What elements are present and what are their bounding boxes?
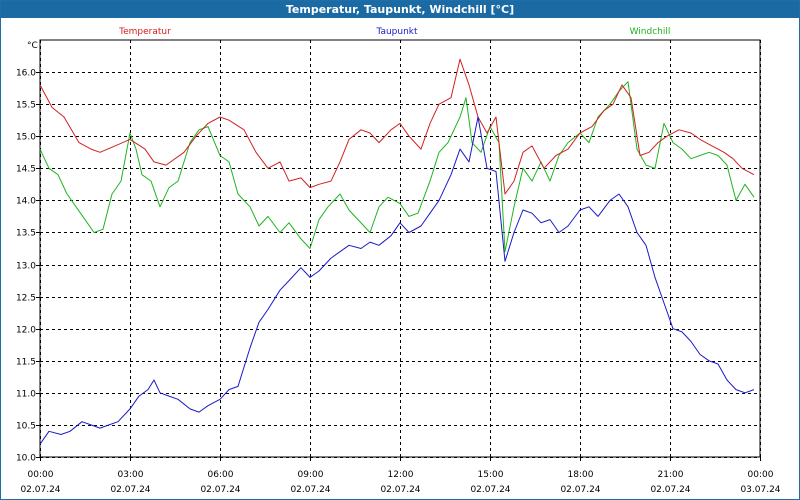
axis-labels: 10.0 10.5 11.0 11.5 12.0 12.5 13.0 13.5 14.0 14.5… <box>16 41 781 495</box>
y-tick-label: 12.5 <box>16 294 36 304</box>
y-tick-label: 12.0 <box>16 326 36 336</box>
legend: Temperatur Taupunkt Windchill <box>118 27 670 37</box>
grid-lines <box>40 40 761 458</box>
series-line-windchill <box>39 81 755 253</box>
y-tick-label: 11.0 <box>16 390 36 400</box>
x-tick-date: 02.07.24 <box>290 485 330 495</box>
x-tick-time: 09:00 <box>298 470 324 480</box>
x-tick-date: 02.07.24 <box>380 485 420 495</box>
y-tick-label: 10.5 <box>16 422 36 432</box>
x-tick-date: 02.07.24 <box>200 485 240 495</box>
x-tick-date: 02.07.24 <box>650 485 690 495</box>
legend-label-windchill: Windchill <box>630 27 671 37</box>
x-tick-date: 02.07.24 <box>110 485 150 495</box>
x-tick-time: 12:00 <box>388 470 414 480</box>
y-tick-label: 14.5 <box>16 165 36 175</box>
series-line-temperatur <box>39 58 755 195</box>
y-tick-label: 10.0 <box>16 454 36 464</box>
x-tick-time: 00:00 <box>28 470 54 480</box>
chart-title: Temperatur, Taupunkt, Windchill [°C] <box>1 1 799 18</box>
x-tick-time: 21:00 <box>658 470 684 480</box>
y-tick-label: 15.0 <box>16 133 36 143</box>
y-tick-label: 16.0 <box>16 69 36 79</box>
y-axis-unit: °C <box>27 41 38 51</box>
x-tick-date: 03.07.24 <box>740 485 780 495</box>
y-tick-label: 11.5 <box>16 358 36 368</box>
x-tick-date: 02.07.24 <box>560 485 600 495</box>
y-tick-label: 13.0 <box>16 262 36 272</box>
y-tick-label: 13.5 <box>16 229 36 239</box>
series-line-taupunkt <box>39 116 755 445</box>
y-tick-label: 15.5 <box>16 101 36 111</box>
y-tick-label: 14.0 <box>16 197 36 207</box>
x-tick-time: 06:00 <box>208 470 234 480</box>
x-tick-time: 00:00 <box>748 470 774 480</box>
x-tick-time: 15:00 <box>478 470 504 480</box>
legend-label-taupunkt: Taupunkt <box>375 27 418 37</box>
x-tick-time: 03:00 <box>118 470 144 480</box>
legend-label-temperatur: Temperatur <box>118 27 171 37</box>
x-tick-date: 02.07.24 <box>20 485 60 495</box>
x-tick-time: 18:00 <box>568 470 594 480</box>
series-lines <box>39 58 755 445</box>
x-tick-date: 02.07.24 <box>470 485 510 495</box>
